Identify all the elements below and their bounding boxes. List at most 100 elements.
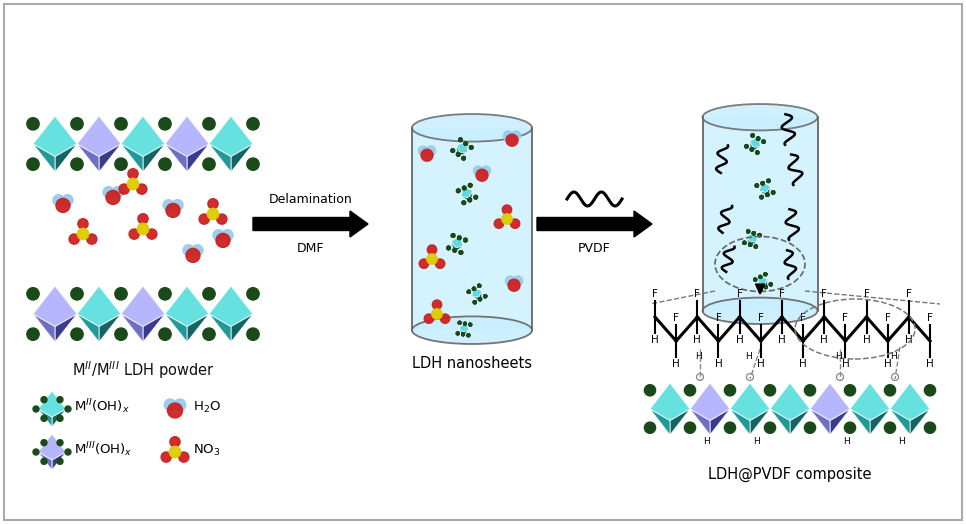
Circle shape (473, 301, 476, 304)
Polygon shape (463, 330, 469, 336)
Circle shape (473, 301, 476, 304)
Circle shape (447, 246, 450, 249)
Circle shape (53, 195, 64, 205)
Polygon shape (457, 142, 468, 153)
Circle shape (457, 189, 460, 192)
Polygon shape (459, 328, 464, 336)
Polygon shape (457, 145, 460, 156)
Text: H: H (672, 359, 680, 369)
Circle shape (469, 146, 472, 149)
Circle shape (764, 422, 776, 433)
Circle shape (203, 288, 215, 300)
Circle shape (749, 243, 752, 246)
Polygon shape (751, 147, 760, 151)
Circle shape (427, 254, 438, 264)
Polygon shape (747, 237, 751, 247)
Circle shape (759, 288, 762, 291)
Polygon shape (459, 322, 469, 332)
Polygon shape (33, 144, 55, 172)
Circle shape (456, 332, 459, 335)
Text: H: H (651, 335, 659, 345)
Circle shape (186, 248, 200, 263)
Circle shape (464, 322, 467, 325)
Circle shape (755, 184, 758, 187)
Circle shape (464, 142, 468, 145)
Text: F: F (758, 313, 764, 323)
Circle shape (752, 134, 754, 137)
Polygon shape (77, 116, 121, 157)
Circle shape (508, 279, 520, 291)
Polygon shape (457, 152, 468, 156)
Circle shape (753, 232, 755, 235)
Ellipse shape (702, 104, 817, 130)
Circle shape (41, 416, 47, 421)
Circle shape (755, 184, 758, 187)
Polygon shape (750, 241, 757, 247)
Circle shape (464, 322, 467, 325)
Polygon shape (758, 275, 768, 285)
Circle shape (463, 187, 466, 190)
Circle shape (464, 322, 467, 325)
Polygon shape (750, 141, 753, 151)
Polygon shape (143, 314, 165, 342)
Text: F: F (673, 313, 679, 323)
Polygon shape (461, 186, 473, 198)
Circle shape (745, 145, 748, 148)
Polygon shape (751, 147, 760, 151)
Polygon shape (758, 275, 768, 285)
Circle shape (478, 285, 481, 287)
Circle shape (115, 118, 128, 130)
Polygon shape (33, 116, 77, 157)
Circle shape (495, 219, 503, 228)
Circle shape (451, 234, 455, 237)
Circle shape (772, 191, 775, 194)
Polygon shape (766, 187, 771, 196)
Polygon shape (810, 383, 850, 421)
Circle shape (424, 314, 434, 323)
Polygon shape (471, 297, 481, 301)
Circle shape (724, 385, 735, 396)
Circle shape (27, 158, 40, 170)
Circle shape (469, 198, 471, 202)
Text: Delamination: Delamination (269, 193, 353, 206)
Circle shape (472, 287, 475, 290)
Polygon shape (750, 141, 753, 151)
Polygon shape (747, 232, 757, 243)
Circle shape (756, 137, 759, 140)
Circle shape (57, 458, 63, 464)
Polygon shape (451, 236, 464, 248)
Circle shape (436, 259, 444, 268)
Circle shape (472, 287, 475, 290)
Circle shape (78, 219, 88, 229)
Circle shape (469, 183, 471, 187)
Circle shape (451, 149, 454, 152)
Polygon shape (461, 197, 470, 202)
Circle shape (769, 283, 772, 286)
Circle shape (464, 142, 468, 145)
Circle shape (216, 214, 227, 224)
FancyArrow shape (755, 284, 764, 294)
Polygon shape (165, 286, 209, 326)
Circle shape (147, 229, 156, 239)
Circle shape (924, 422, 936, 433)
Circle shape (754, 245, 757, 248)
Circle shape (473, 301, 476, 304)
Polygon shape (758, 285, 767, 289)
Text: H: H (745, 352, 752, 361)
Circle shape (478, 298, 481, 301)
Circle shape (166, 203, 180, 217)
Circle shape (457, 153, 460, 156)
Circle shape (170, 436, 180, 447)
Polygon shape (121, 144, 143, 172)
Text: H: H (757, 359, 765, 369)
Polygon shape (52, 452, 66, 470)
Circle shape (755, 184, 758, 187)
Polygon shape (765, 279, 768, 289)
Circle shape (459, 251, 463, 254)
Polygon shape (52, 409, 66, 427)
Circle shape (467, 334, 469, 336)
Circle shape (805, 385, 815, 396)
Circle shape (753, 232, 755, 235)
Circle shape (459, 251, 463, 254)
Polygon shape (459, 328, 464, 336)
